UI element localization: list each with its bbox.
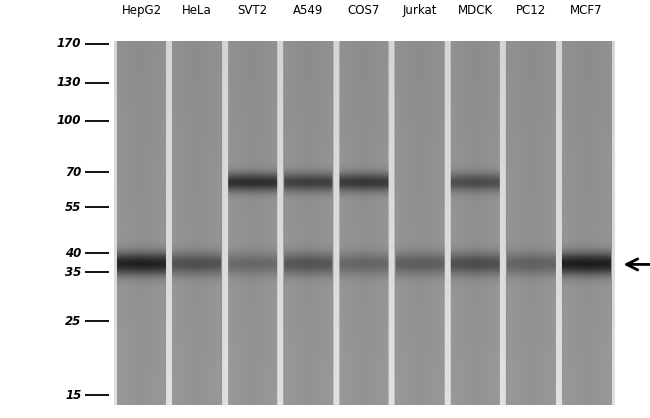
Text: Jurkat: Jurkat (402, 4, 437, 17)
Text: SVT2: SVT2 (238, 4, 268, 17)
Text: COS7: COS7 (348, 4, 380, 17)
Text: 70: 70 (65, 166, 81, 179)
Text: 35: 35 (65, 266, 81, 279)
Text: 55: 55 (65, 201, 81, 214)
Text: 130: 130 (57, 76, 81, 89)
Text: 40: 40 (65, 247, 81, 260)
Text: 25: 25 (65, 315, 81, 328)
Text: MCF7: MCF7 (570, 4, 603, 17)
Text: MDCK: MDCK (458, 4, 493, 17)
Text: 100: 100 (57, 114, 81, 127)
Text: HepG2: HepG2 (122, 4, 162, 17)
Text: HeLa: HeLa (182, 4, 212, 17)
Text: 170: 170 (57, 37, 81, 51)
Text: PC12: PC12 (515, 4, 546, 17)
Text: 15: 15 (65, 388, 81, 402)
Text: A549: A549 (293, 4, 324, 17)
